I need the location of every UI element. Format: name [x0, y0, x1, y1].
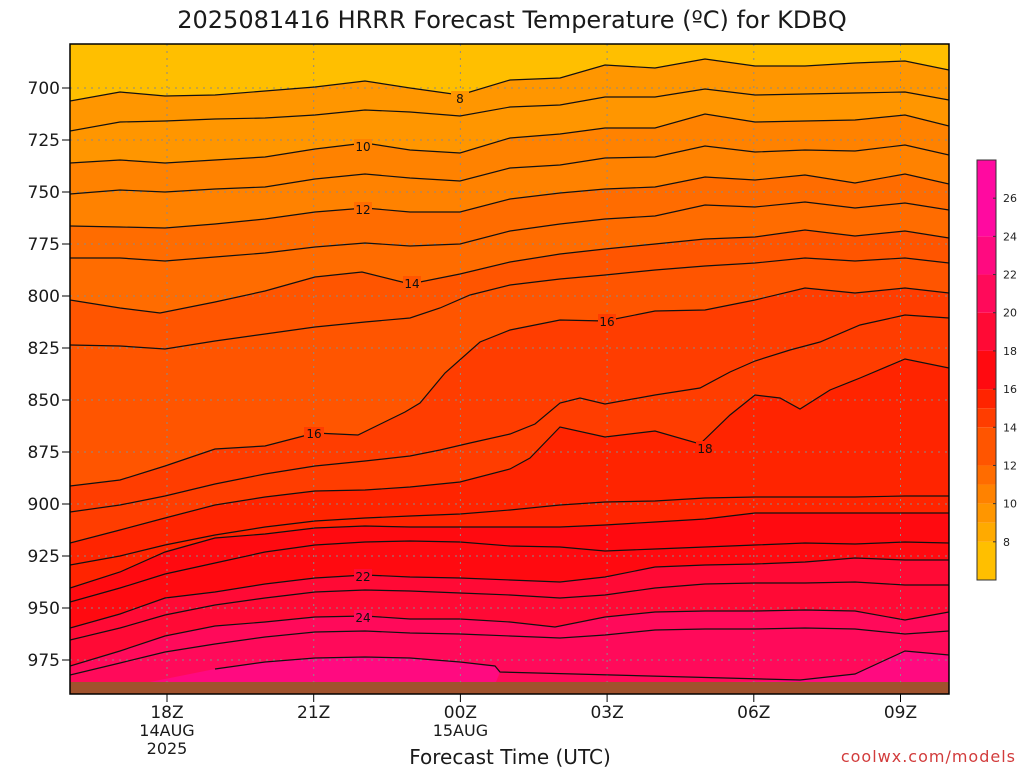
colorbar-label-18: 18	[1003, 345, 1017, 358]
colorbar-label-10: 10	[1003, 498, 1017, 511]
contour-label-bg-18	[696, 441, 714, 454]
x-tick-label-09Z-0: 09Z	[884, 703, 917, 723]
temperature-band-26	[150, 651, 949, 682]
y-tick-label-950: 950	[28, 599, 60, 619]
y-tick-label-750: 750	[28, 183, 60, 203]
colorbar-segment-1	[977, 522, 996, 542]
contour-label-bg-24	[354, 610, 372, 623]
colorbar-label-26: 26	[1003, 192, 1017, 205]
contour-label-8: 8	[456, 92, 464, 106]
colorbar-label-22: 22	[1003, 269, 1017, 282]
colorbar-segment-3	[977, 484, 996, 504]
contour-line-10	[70, 113, 949, 164]
contour-line-18	[70, 358, 949, 544]
x-tick-label-03Z-0: 03Z	[590, 703, 623, 723]
y-tick-label-900: 900	[28, 495, 60, 515]
y-tick-label-725: 725	[28, 131, 60, 151]
colorbar-segment-12	[977, 160, 996, 237]
plot-frame	[69, 43, 950, 695]
y-tick-label-975: 975	[28, 651, 60, 671]
contour-line-20	[70, 512, 949, 589]
contour-line-14	[70, 229, 949, 314]
colorbar-segment-4	[977, 465, 996, 485]
contour-line-13	[70, 201, 949, 262]
contour-line-19	[70, 495, 949, 566]
contour-line-21	[70, 540, 949, 603]
x-tick-label-06Z-0: 06Z	[737, 703, 770, 723]
contour-label-bg-16	[598, 314, 616, 327]
y-tick-label-850: 850	[28, 391, 60, 411]
colorbar-label-14: 14	[1003, 421, 1017, 434]
colorbar-segment-5	[977, 427, 996, 466]
contour-label-bg-10	[354, 139, 372, 152]
contour-line-26	[214, 650, 949, 681]
colorbar-segment-7	[977, 389, 996, 409]
colorbar-segment-6	[977, 408, 996, 428]
contour-line-15	[70, 257, 949, 350]
contour-label-24: 24	[355, 611, 370, 625]
contour-line-9	[70, 88, 949, 132]
contour-label-14: 14	[404, 277, 419, 291]
contour-label-bg-22	[354, 569, 372, 582]
contour-label-16: 16	[599, 315, 614, 329]
contour-line-23	[70, 581, 949, 641]
contour-line-16	[70, 287, 949, 487]
colorbar-segment-8	[977, 350, 996, 390]
contour-label-12: 12	[355, 203, 370, 217]
colorbar-label-24: 24	[1003, 230, 1017, 243]
colorbar-segment-2	[977, 503, 996, 523]
x-tick-label-18Z-2: 2025	[147, 739, 188, 758]
x-tick-label-18Z-0: 18Z	[150, 703, 183, 723]
contour-line-12	[70, 173, 949, 229]
contour-line-24	[70, 609, 949, 667]
colorbar-segment-0	[977, 541, 996, 580]
y-tick-label-700: 700	[28, 79, 60, 99]
contour-line-25	[70, 627, 949, 676]
contour-label-bg-14	[403, 276, 421, 289]
colorbar: 8 10 12 14 16 18 20 22 24 26	[976, 159, 1017, 581]
colorbar-segment-11	[977, 236, 996, 275]
contour-label-18: 18	[697, 442, 712, 456]
y-tick-label-775: 775	[28, 235, 60, 255]
temperature-fill-bands	[70, 44, 949, 694]
ground-surface	[70, 682, 949, 694]
contour-label-10: 10	[355, 140, 370, 154]
contour-label-16b: 16	[306, 427, 321, 441]
y-tick-label-875: 875	[28, 443, 60, 463]
contour-label-bg-8	[451, 91, 469, 104]
x-tick-label-21Z-0: 21Z	[297, 703, 330, 723]
contour-line-8	[70, 58, 949, 102]
contour-line-17	[70, 314, 949, 513]
colorbar-segment-9	[977, 312, 996, 351]
colorbar-label-20: 20	[1003, 307, 1017, 320]
colorbar-label-12: 12	[1003, 459, 1017, 472]
x-axis-label: Forecast Time (UTC)	[409, 745, 611, 768]
contour-line-11	[70, 144, 949, 195]
contour-line-22	[70, 557, 949, 629]
colorbar-frame	[976, 159, 997, 581]
x-tick-label-18Z-1: 14AUG	[139, 721, 194, 740]
x-tick-label-00Z-0: 00Z	[444, 703, 477, 723]
contour-label-bg-12	[354, 202, 372, 215]
y-tick-label-925: 925	[28, 547, 60, 567]
contour-label-bg-16b	[304, 427, 324, 440]
colorbar-label-8: 8	[1003, 536, 1010, 549]
y-tick-label-800: 800	[28, 287, 60, 307]
y-axis-ticks: 700 725 750 775 800 825 850 875 900 925 950 975	[28, 79, 70, 671]
x-tick-label-00Z-1: 15AUG	[433, 721, 488, 740]
chart-title: 2025081416 HRRR Forecast Temperature (ºC…	[177, 6, 847, 34]
contour-lines: 8 10 12 14 16 18 22 24 16	[70, 58, 949, 684]
colorbar-label-16: 16	[1003, 383, 1017, 396]
y-tick-label-825: 825	[28, 339, 60, 359]
contour-label-22: 22	[355, 570, 370, 584]
colorbar-segment-10	[977, 274, 996, 313]
credit-text: coolwx.com/models	[841, 747, 1016, 766]
